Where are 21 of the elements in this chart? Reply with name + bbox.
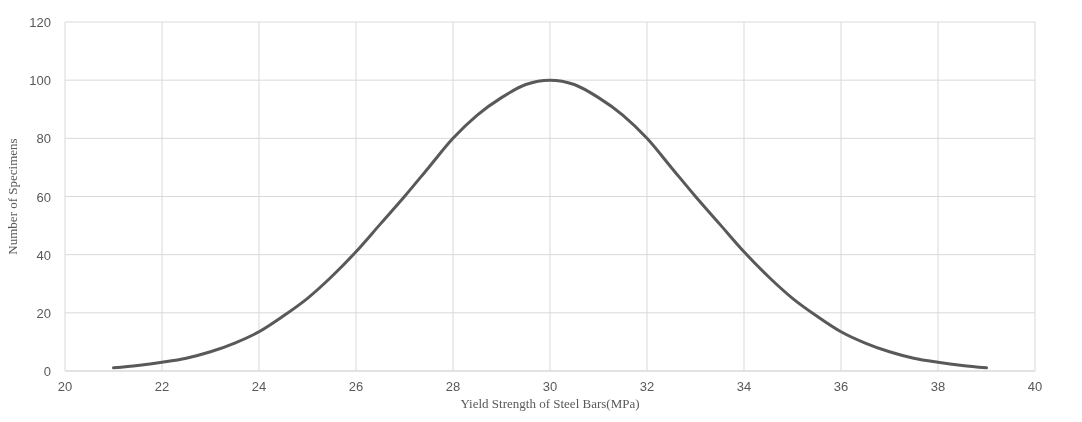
y-tick-label: 20	[36, 305, 51, 321]
y-tick-label: 40	[36, 247, 51, 263]
x-axis-title: Yield Strength of Steel Bars(MPa)	[460, 396, 640, 411]
x-tick-label: 34	[736, 379, 752, 394]
line-series	[112, 78, 988, 370]
x-tick-label: 28	[445, 379, 461, 394]
y-tick-label: 60	[36, 189, 51, 205]
x-tick-label: 38	[930, 379, 946, 394]
y-tick-label: 100	[29, 73, 51, 89]
x-tick-label: 20	[57, 379, 73, 394]
x-tick-label: 30	[542, 379, 558, 394]
x-tick-label: 26	[348, 379, 364, 394]
x-tick-label: 24	[251, 379, 267, 394]
y-tick-label: 80	[36, 131, 51, 147]
y-tick-label: 120	[29, 15, 51, 30]
x-tick-label: 36	[833, 379, 849, 394]
x-tick-label: 40	[1027, 379, 1043, 394]
y-tick-label: 0	[43, 364, 51, 379]
x-tick-label: 22	[154, 379, 170, 394]
y-axis-title: Number of Specimens	[5, 138, 20, 255]
x-tick-label: 32	[639, 379, 655, 394]
